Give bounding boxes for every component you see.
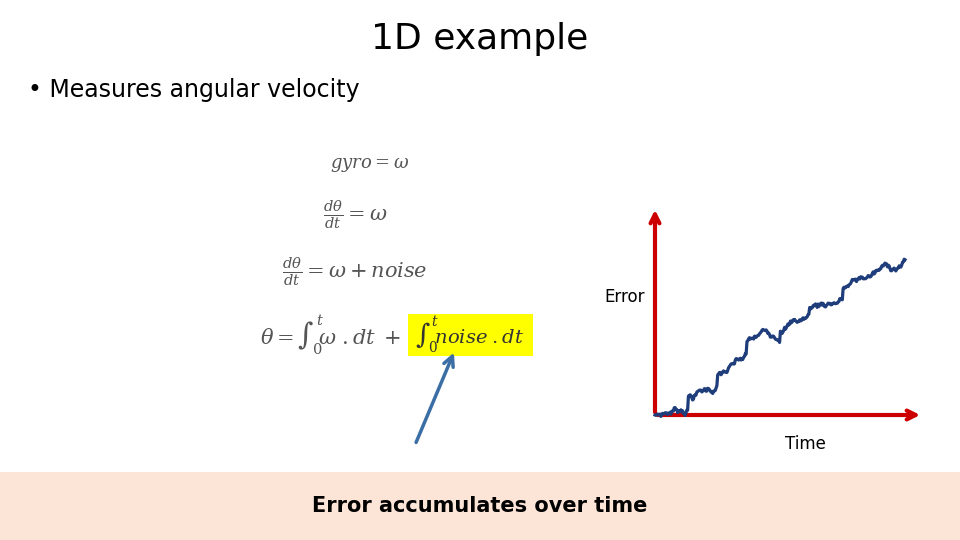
Bar [0,472,960,540]
Text: Error: Error [605,288,645,306]
Text: $\theta = \int_0^{t}\!\omega\;.dt\; +$: $\theta = \int_0^{t}\!\omega\;.dt\; +$ [259,313,400,357]
Text: $\int_0^{t}\!noise\;.dt$: $\int_0^{t}\!noise\;.dt$ [416,314,524,356]
Text: Time: Time [784,435,826,453]
Text: $\frac{d\theta}{dt} = \omega$: $\frac{d\theta}{dt} = \omega$ [323,199,387,231]
Bar [407,314,533,356]
Text: $\frac{d\theta}{dt} = \omega + noise$: $\frac{d\theta}{dt} = \omega + noise$ [282,256,428,288]
Text: Error accumulates over time: Error accumulates over time [312,496,648,516]
Text: • Measures angular velocity: • Measures angular velocity [28,78,360,102]
Text: $gyro = \omega$: $gyro = \omega$ [330,156,410,174]
Text: 1D example: 1D example [372,22,588,56]
